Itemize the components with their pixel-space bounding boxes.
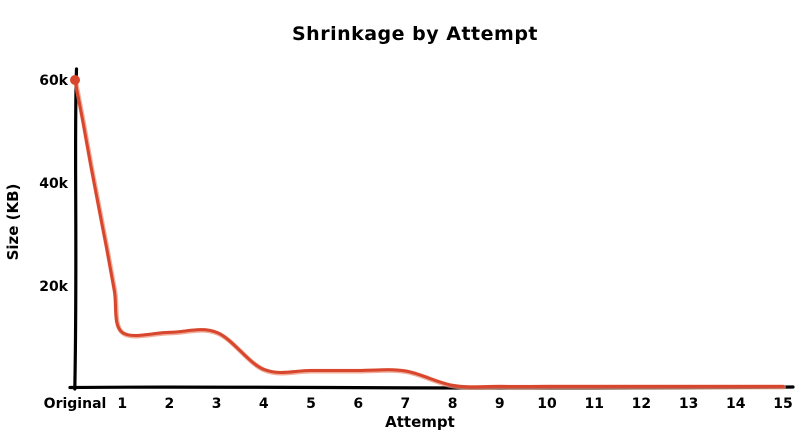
x-tick-label: 4 xyxy=(259,396,269,412)
y-tick-label: 20k xyxy=(39,279,68,295)
y-tick-label: 60k xyxy=(39,73,68,89)
series-start-marker xyxy=(70,75,80,85)
x-axis-label: Attempt xyxy=(385,413,455,431)
x-tick-label: 1 xyxy=(117,396,127,412)
chart-title: Shrinkage by Attempt xyxy=(292,23,538,45)
y-axis-label: Size (KB) xyxy=(4,184,22,261)
x-tick-label: 3 xyxy=(212,396,222,412)
x-tick-label: 6 xyxy=(353,396,363,412)
x-tick-label: 10 xyxy=(537,396,557,412)
x-tick-label: Original xyxy=(44,396,107,412)
x-tick-label: 5 xyxy=(306,396,316,412)
series-line xyxy=(73,78,785,389)
y-tick-label: 40k xyxy=(39,176,68,192)
x-tick-label: 9 xyxy=(495,396,505,412)
series-line-underlay xyxy=(73,78,786,390)
x-tick-label: 7 xyxy=(401,396,411,412)
x-tick-label: 15 xyxy=(773,396,792,412)
x-tick-label: 12 xyxy=(632,396,651,412)
x-tick-label: 2 xyxy=(165,396,175,412)
y-tick-labels: 20k 40k 60k xyxy=(39,73,68,295)
series-group xyxy=(70,75,786,390)
x-tick-labels: Original 1 2 3 4 5 6 7 8 9 10 11 12 13 14 15 xyxy=(44,396,793,412)
x-tick-label: 13 xyxy=(679,396,698,412)
y-axis-line xyxy=(73,67,79,391)
x-tick-label: 14 xyxy=(726,396,746,412)
x-tick-label: 8 xyxy=(448,396,458,412)
x-tick-label: 11 xyxy=(584,396,603,412)
